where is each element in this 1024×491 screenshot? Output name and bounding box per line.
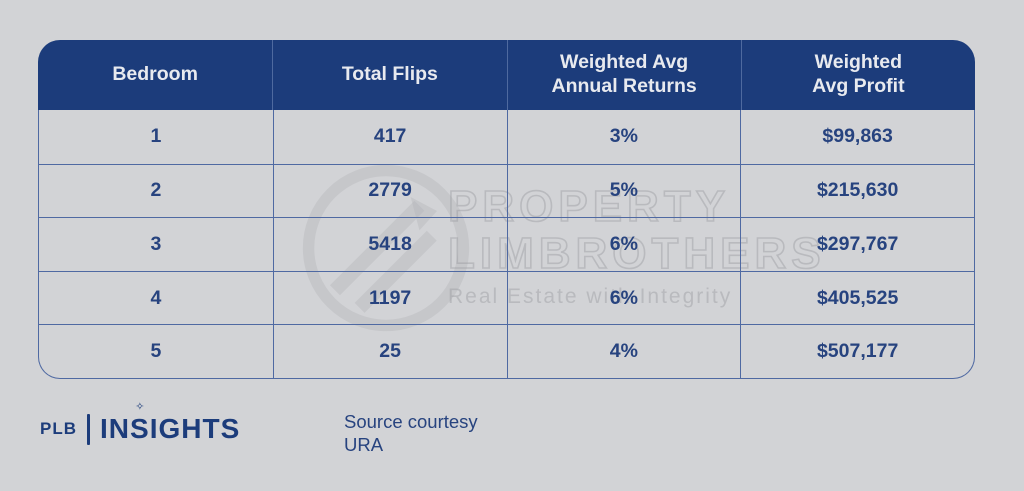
header-cell-annual-returns: Weighted Avg Annual Returns — [506, 40, 741, 110]
header-cell-bedroom: Bedroom — [38, 40, 272, 110]
header-label: Weighted Avg — [560, 51, 689, 74]
cell-total-flips: 1197 — [272, 271, 507, 325]
cell-annual-returns: 5% — [506, 164, 741, 218]
cell-annual-returns: 3% — [506, 110, 741, 164]
cell-bedroom: 3 — [150, 232, 162, 255]
cell-total-flips: 2779 — [272, 164, 507, 218]
cell-annual-returns: 6% — [506, 271, 741, 325]
header-label: Bedroom — [112, 63, 198, 86]
logo-divider — [87, 413, 90, 445]
table-row: 5 25 4% $507,177 — [39, 324, 974, 378]
cell-annual-returns: 4% — [506, 325, 741, 378]
insights-text: S — [130, 413, 150, 444]
table-row: 4 1197 6% $405,525 — [39, 270, 974, 325]
cell-bedroom: 5 — [150, 340, 162, 363]
table-row: 2 2779 5% $215,630 — [39, 163, 974, 218]
header-cell-total-flips: Total Flips — [272, 40, 506, 110]
source-line1: Source courtesy — [344, 411, 478, 432]
table-header: Bedroom Total Flips Weighted Avg Annual … — [38, 40, 975, 110]
insights-wordmark: IN ✧ S IGHTS — [100, 402, 241, 445]
cell-bedroom: 2 — [150, 179, 162, 202]
cell-bedroom: 4 — [150, 286, 162, 309]
header-label: Annual Returns — [551, 75, 697, 97]
header-label: Weighted — [814, 51, 903, 74]
header-label: Avg Profit — [812, 75, 905, 97]
source-line2: URA — [344, 434, 384, 456]
header-cell-avg-profit: Weighted Avg Profit — [740, 40, 975, 110]
cell-avg-profit: $507,177 — [740, 325, 974, 378]
insights-s: ✧ S — [130, 402, 150, 445]
cell-total-flips: 417 — [272, 110, 507, 164]
table-row: 1 417 3% $99,863 — [39, 110, 974, 164]
cell-avg-profit: $297,767 — [740, 218, 974, 271]
plb-wordmark: PLB — [40, 419, 77, 438]
cell-annual-returns: 6% — [506, 218, 741, 271]
cell-avg-profit: $215,630 — [740, 164, 974, 218]
cell-avg-profit: $405,525 — [740, 271, 974, 325]
table-row: 3 5418 6% $297,767 — [39, 217, 974, 271]
source-note: Source courtesy URA — [344, 410, 478, 456]
cell-bedroom: 1 — [150, 125, 162, 148]
sparkle-icon: ✧ — [135, 401, 145, 413]
cell-total-flips: 25 — [272, 325, 507, 378]
insights-text: IN — [100, 413, 130, 444]
plb-insights-logo: PLB IN ✧ S IGHTS — [40, 402, 241, 445]
flips-by-bedroom-table: Bedroom Total Flips Weighted Avg Annual … — [38, 40, 975, 380]
cell-avg-profit: $99,863 — [740, 110, 974, 164]
table-body: 1 417 3% $99,863 2 2779 5% $215,630 3 54… — [38, 110, 975, 379]
header-label: Total Flips — [341, 63, 438, 86]
insights-text: IGHTS — [149, 413, 241, 444]
cell-total-flips: 5418 — [272, 218, 507, 271]
